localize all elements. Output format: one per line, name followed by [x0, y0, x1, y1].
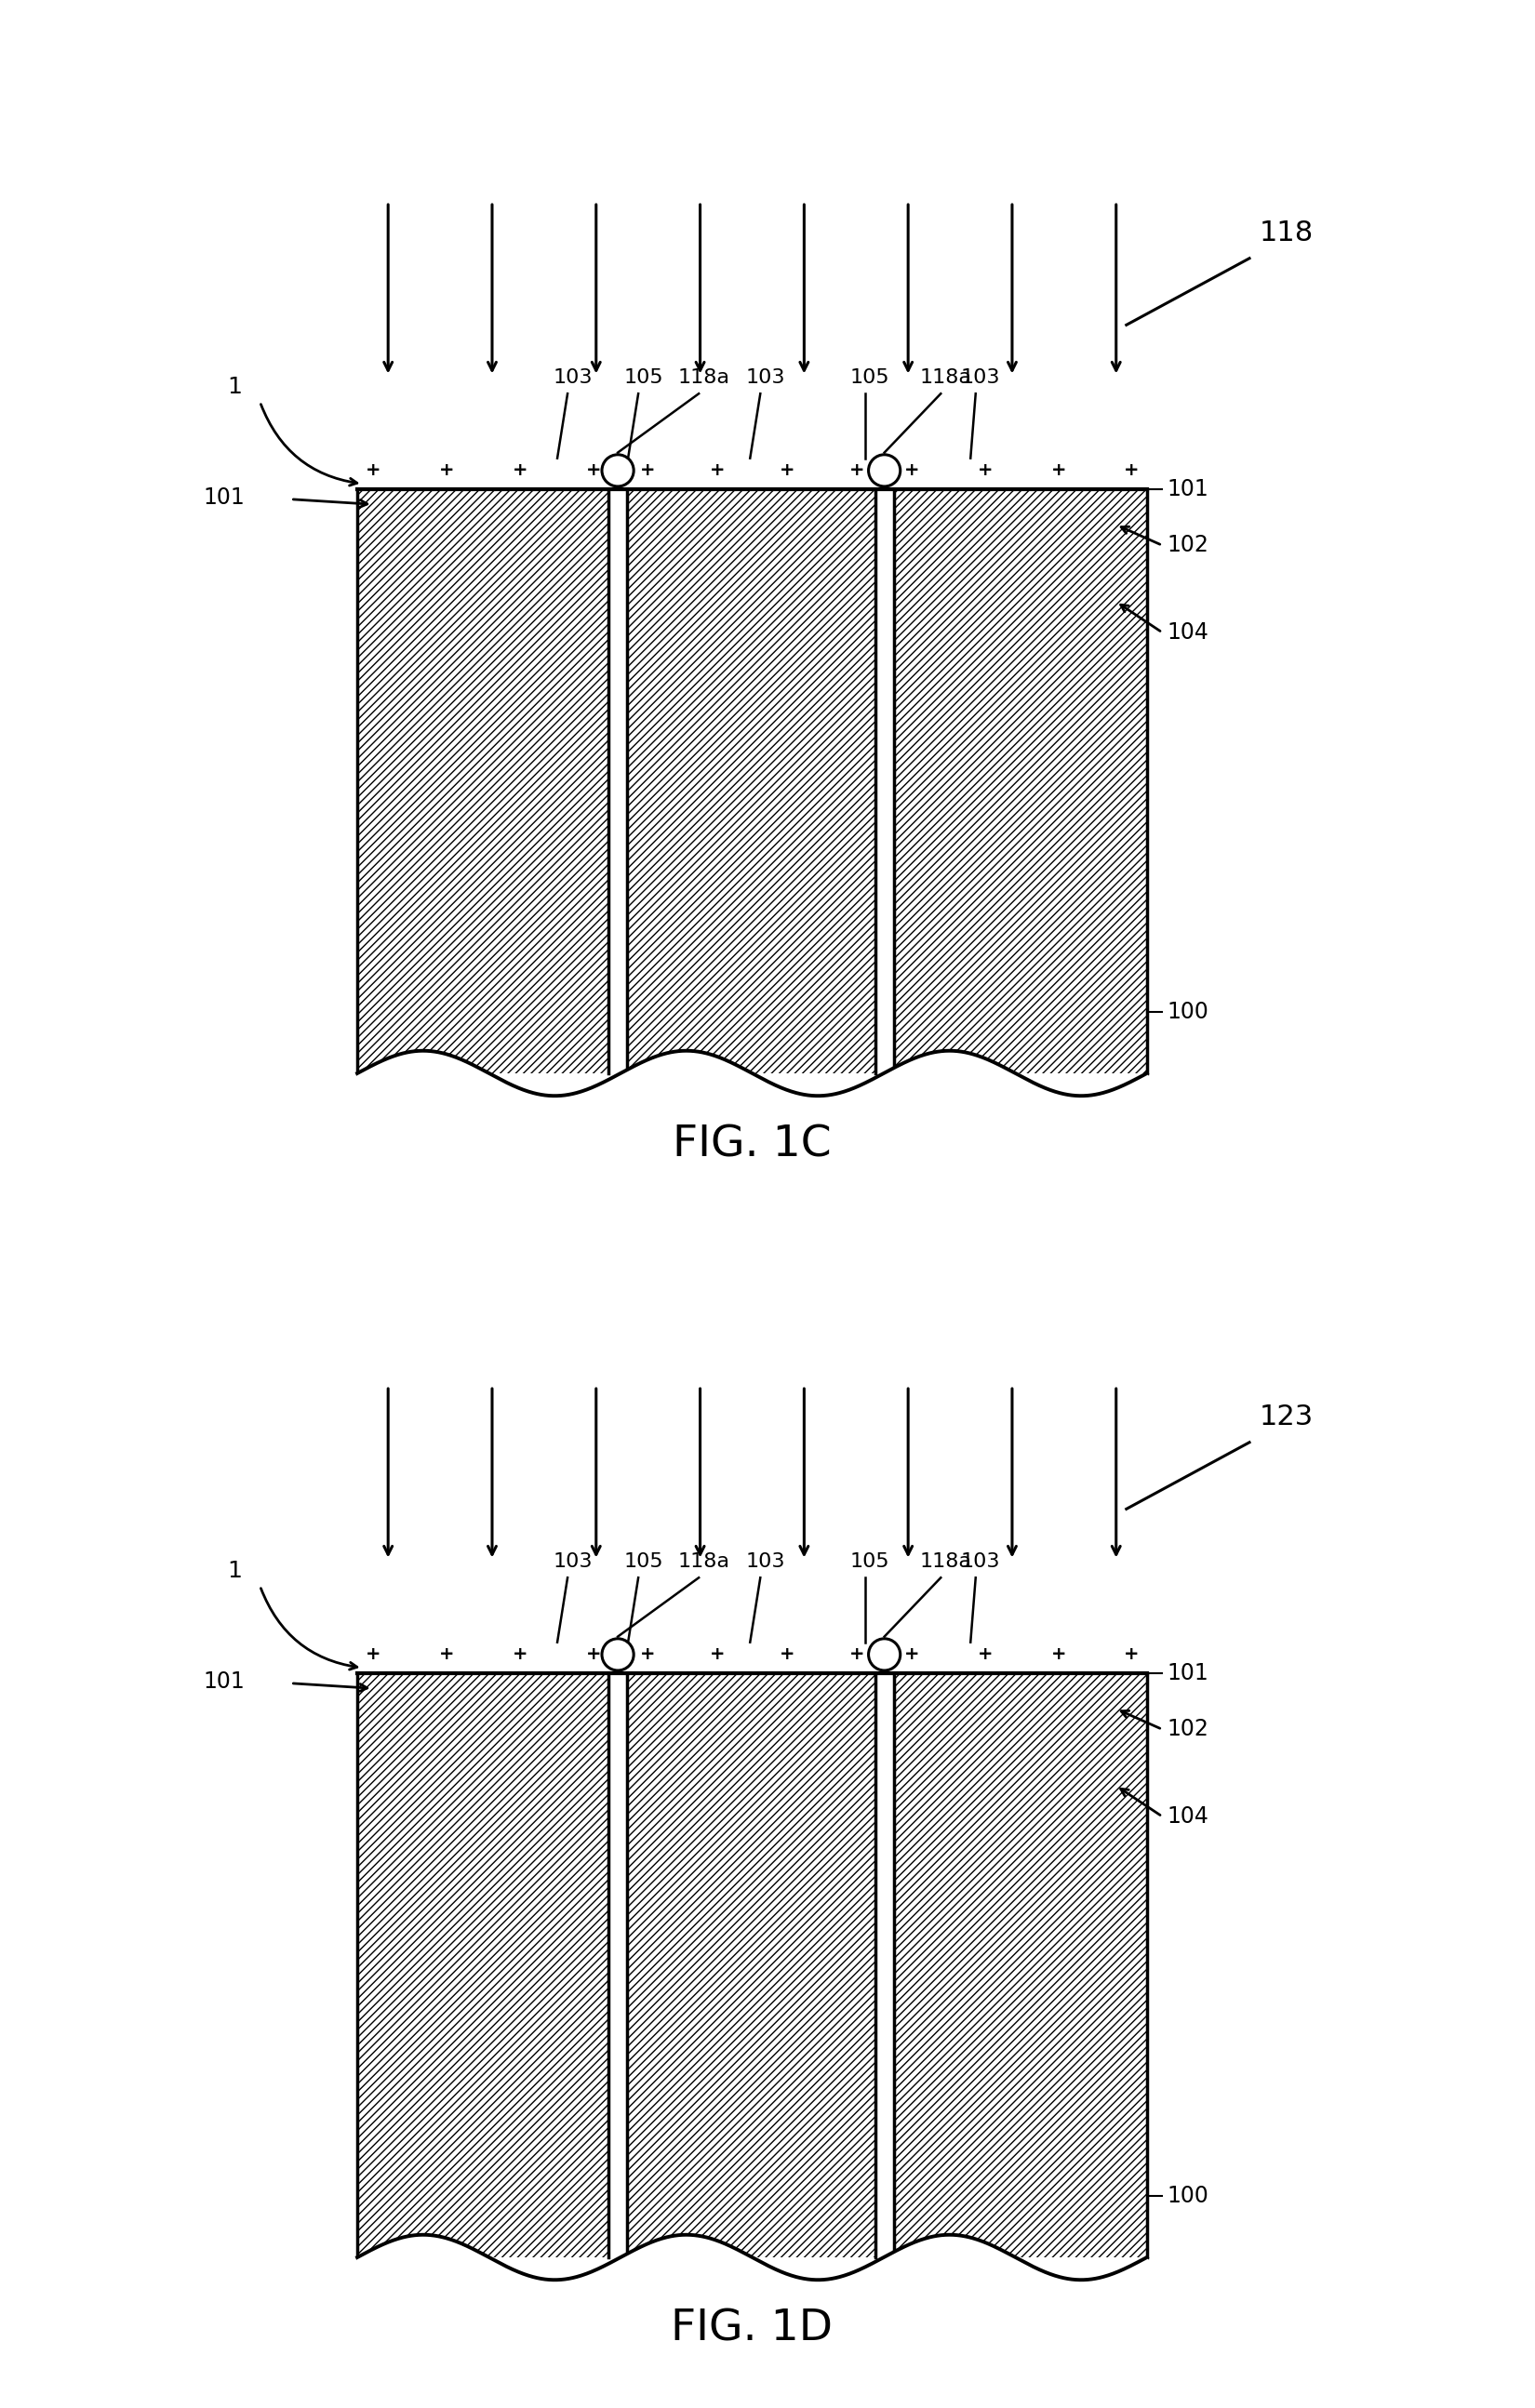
Text: 118a: 118a	[919, 1551, 972, 1570]
Text: +: +	[365, 1645, 381, 1664]
Text: +: +	[904, 462, 919, 479]
Text: 103: 103	[746, 1551, 786, 1570]
Bar	[358, 1674, 608, 2256]
Text: +: +	[365, 462, 381, 479]
Text: 105: 105	[850, 368, 890, 385]
Bar	[608, 1674, 626, 2256]
Text: +: +	[1050, 1645, 1065, 1664]
Text: 101: 101	[1168, 477, 1210, 501]
Text: 1: 1	[227, 1560, 241, 1582]
Text: +: +	[585, 462, 600, 479]
Text: +: +	[780, 462, 795, 479]
Text: +: +	[709, 1645, 725, 1664]
Text: 105: 105	[850, 1551, 890, 1570]
Text: +: +	[709, 462, 725, 479]
Text: FIG. 1D: FIG. 1D	[671, 2309, 834, 2350]
Text: 103: 103	[961, 368, 1001, 385]
Text: 102: 102	[1168, 535, 1210, 556]
Text: +: +	[1050, 462, 1065, 479]
Text: 118a: 118a	[678, 368, 731, 385]
Text: FIG. 1C: FIG. 1C	[672, 1125, 832, 1165]
Text: 104: 104	[1168, 621, 1210, 643]
Bar	[626, 489, 875, 1074]
Bar	[626, 1674, 875, 2256]
Text: +: +	[640, 1645, 655, 1664]
Text: +: +	[1124, 1645, 1139, 1664]
Text: 103: 103	[553, 368, 593, 385]
Text: +: +	[780, 1645, 795, 1664]
Text: +: +	[439, 462, 454, 479]
Bar	[626, 489, 875, 1074]
Text: 103: 103	[553, 1551, 593, 1570]
Bar	[893, 489, 1147, 1074]
Text: 103: 103	[746, 368, 786, 385]
Text: 101: 101	[204, 486, 246, 508]
Text: 100: 100	[1168, 1002, 1210, 1023]
Text: 105: 105	[623, 368, 663, 385]
Bar	[875, 1674, 893, 2256]
Text: 118a: 118a	[678, 1551, 731, 1570]
Bar	[358, 489, 608, 1074]
Text: 102: 102	[1168, 1719, 1210, 1741]
Text: 101: 101	[1168, 1662, 1210, 1683]
Text: 123: 123	[1260, 1404, 1314, 1430]
Bar	[608, 489, 626, 1074]
Bar	[358, 1674, 608, 2256]
Bar	[626, 1674, 875, 2256]
Text: +: +	[513, 462, 528, 479]
Bar	[893, 1674, 1147, 2256]
Text: +: +	[513, 1645, 528, 1664]
Text: +: +	[978, 1645, 993, 1664]
Text: +: +	[585, 1645, 600, 1664]
Text: 104: 104	[1168, 1806, 1210, 1828]
Text: 118: 118	[1260, 219, 1314, 246]
Text: 1: 1	[227, 376, 241, 397]
Text: +: +	[904, 1645, 919, 1664]
Text: +: +	[978, 462, 993, 479]
Text: +: +	[1124, 462, 1139, 479]
Text: 118a: 118a	[919, 368, 972, 385]
Bar	[358, 489, 608, 1074]
Text: 105: 105	[623, 1551, 663, 1570]
Bar	[875, 489, 893, 1074]
Text: +: +	[439, 1645, 454, 1664]
Text: 100: 100	[1168, 2184, 1210, 2208]
Text: +: +	[849, 462, 864, 479]
Text: 101: 101	[204, 1671, 246, 1693]
Text: 103: 103	[961, 1551, 1001, 1570]
Text: +: +	[849, 1645, 864, 1664]
Text: +: +	[640, 462, 655, 479]
Bar	[893, 489, 1147, 1074]
Bar	[893, 1674, 1147, 2256]
